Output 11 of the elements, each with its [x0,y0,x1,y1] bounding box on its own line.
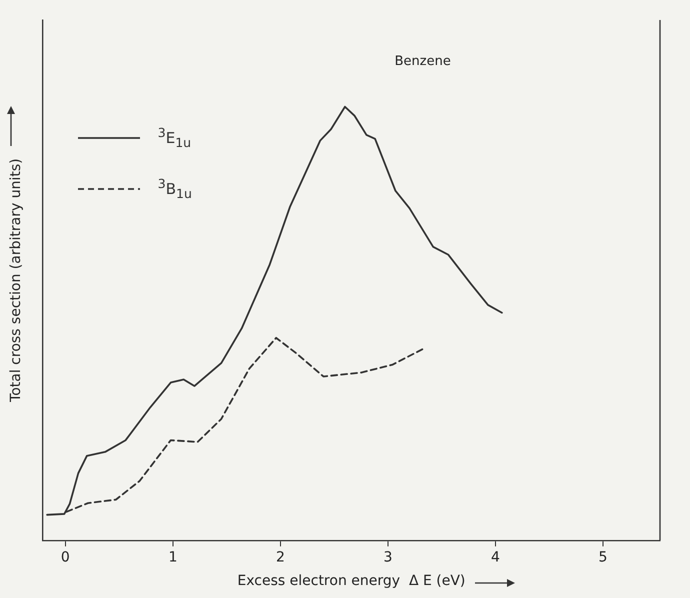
y-axis-title: Total cross section (arbitrary units) [8,158,24,403]
x-tick-label: 0 [60,549,70,566]
x-tick-label: 5 [598,549,608,566]
x-tick-label: 1 [168,549,178,566]
x-tick-label: 3 [384,549,392,566]
x-tick-label: 4 [491,549,500,566]
x-tick-label: 2 [276,549,285,566]
legend-label: $^{3}$E$_{1u}$ [158,125,192,150]
text: Benzene [394,54,451,69]
x-axis-title: Excess electron energy Δ E (eV) [237,573,466,590]
legend-label: $^{3}$B$_{1u}$ [158,176,192,201]
